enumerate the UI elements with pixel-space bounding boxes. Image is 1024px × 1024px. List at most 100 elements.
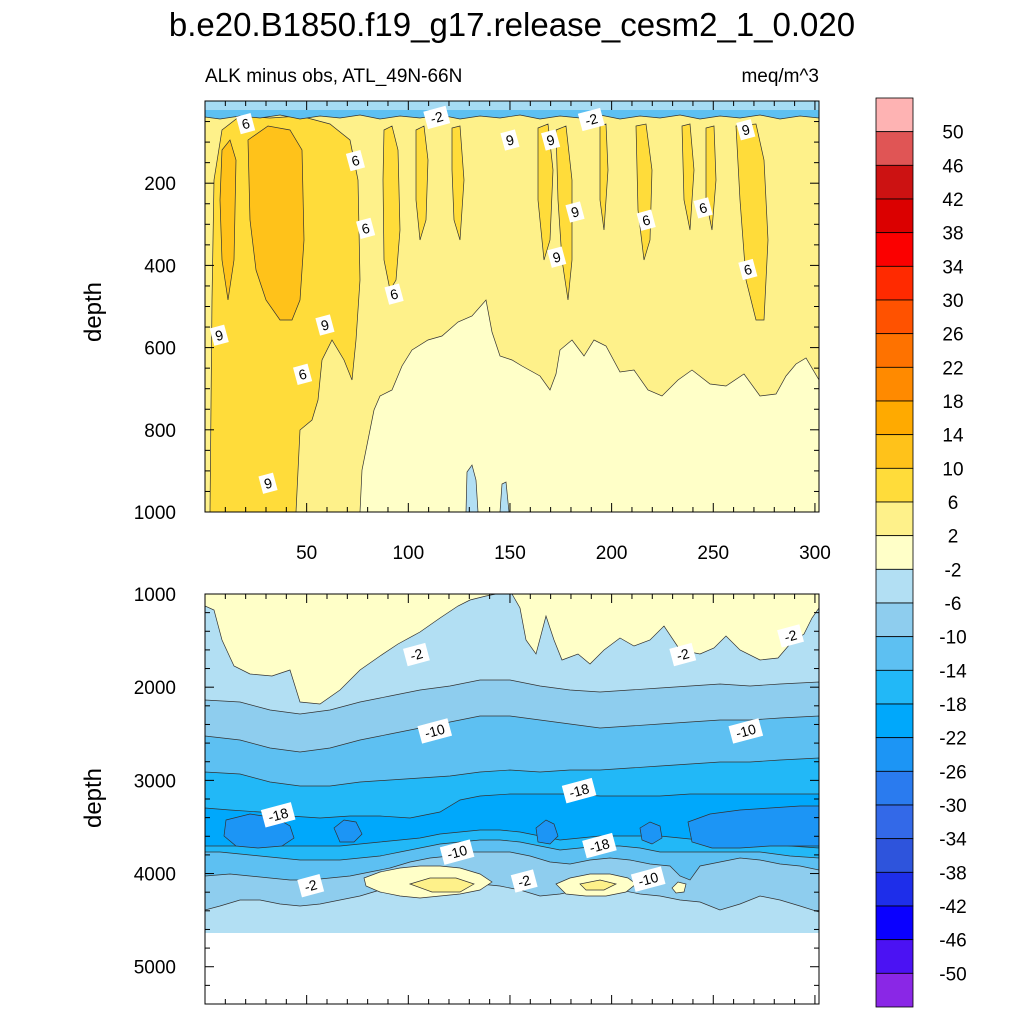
upper-fill-minus6-minus2-patch — [465, 464, 510, 512]
lower-contour-label-text: -18 — [266, 804, 290, 825]
lower-contour-label-text: -10 — [423, 721, 447, 742]
lower-y-tick-label: 4000 — [134, 865, 176, 886]
lower-contour-label-text: -2 — [782, 627, 798, 646]
colorbar-label: -46 — [939, 931, 966, 952]
upper-y-ticks: 200 400 600 800 1000 — [134, 121, 819, 524]
colorbar-label: -30 — [939, 796, 966, 817]
lower-contour-label-text: -2 — [303, 876, 319, 895]
lower-contour-label: -2 — [403, 642, 430, 667]
upper-contour-label-text: 9 — [262, 474, 274, 492]
upper-contour-label: 6 — [293, 363, 313, 385]
lower-contour-label-bg — [510, 869, 538, 893]
colorbar-swatch — [875, 97, 914, 133]
upper-x-tick-label: 300 — [799, 543, 831, 564]
upper-contour-label: 6 — [236, 112, 256, 135]
lower-contour-label-bg — [561, 777, 597, 804]
colorbar-swatch — [875, 400, 914, 436]
upper-contour-label-text: 6 — [697, 199, 709, 217]
colorbar-swatch — [875, 838, 914, 873]
lower-contour-label: -2 — [510, 869, 538, 893]
colorbar-label: -34 — [939, 830, 967, 851]
upper-contour-label-bg — [345, 149, 366, 172]
lower-y-tick-label: 2000 — [134, 678, 176, 699]
upper-contour-label: 6 — [345, 149, 366, 172]
upper-contour-label: 9 — [500, 129, 520, 151]
colorbar-swatch — [875, 972, 914, 1008]
colorbar-label: -10 — [939, 628, 966, 649]
colorbar-label: -26 — [939, 762, 966, 783]
upper-x-tick-label: 150 — [494, 543, 526, 564]
colorbar-swatch — [875, 669, 914, 705]
upper-contour-label-text: 6 — [360, 220, 372, 238]
lower-contour-label: -18 — [561, 777, 597, 804]
upper-contour-label: 9 — [547, 246, 567, 268]
colorbar-swatch — [875, 602, 914, 638]
colorbar-swatch — [875, 265, 914, 301]
upper-contour-label-text: 6 — [388, 285, 400, 303]
lower-fill-minus26-minus22-patches — [223, 805, 819, 849]
lower-contour-label-text: -10 — [636, 869, 660, 890]
upper-contour-label: -2 — [423, 105, 451, 130]
lower-contour-label: -2 — [297, 873, 325, 898]
lower-contour-label-text: -18 — [588, 835, 612, 856]
colorbar-label: 22 — [942, 358, 963, 379]
upper-contour-label: 6 — [384, 283, 404, 305]
colorbar-swatch — [875, 871, 914, 907]
upper-contour-labels: 6 -2 -2 6 9 9 9 6 9 6 6 9 6 6 9 9 6 9 — [209, 105, 758, 494]
lower-contour-field — [205, 594, 819, 1004]
colorbar-label: 26 — [942, 325, 963, 346]
upper-contour-label-bg — [209, 324, 229, 346]
colorbar-label: -6 — [945, 594, 962, 615]
colorbar-label: 6 — [948, 493, 959, 514]
lower-contour-label-text: -2 — [675, 645, 691, 664]
colorbar-swatch — [875, 737, 914, 772]
upper-contour-label: 6 — [636, 209, 656, 231]
colorbar-label: -42 — [939, 897, 966, 918]
colorbar-swatch — [875, 333, 914, 368]
lower-contour-label: -18 — [260, 802, 296, 828]
upper-contour-label-text: 9 — [213, 326, 225, 344]
upper-contour-label-text: 9 — [740, 121, 752, 139]
lower-contour-label: -10 — [630, 866, 666, 892]
colorbar-swatch — [875, 131, 914, 166]
colorbar-label: -18 — [939, 695, 966, 716]
upper-contour-label: 9 — [209, 324, 229, 346]
upper-panel: 50 100 150 200 250 300 200 400 600 800 1000 6 -2 -2… — [80, 100, 831, 564]
lower-contour-labels: -2 -2 -2 -10 -10 -18 -18 -18 -10 -2 -2 -10 — [260, 624, 804, 898]
colorbar-label: 46 — [942, 156, 963, 177]
upper-contour-label-bg — [236, 112, 256, 135]
colorbar-swatch — [875, 467, 914, 503]
upper-contour-label-text: -2 — [583, 110, 599, 129]
upper-contour-label-bg — [547, 246, 567, 268]
upper-contour-label-bg — [636, 209, 656, 231]
upper-contour-label-text: 9 — [569, 203, 581, 221]
upper-contour-label-bg — [738, 258, 758, 281]
upper-fill-surface-light — [205, 101, 819, 110]
lower-contour-label-bg — [728, 718, 764, 744]
upper-x-tick-label: 200 — [596, 543, 628, 564]
lower-contour-label-bg — [403, 642, 430, 667]
lower-contour-label: -10 — [439, 839, 475, 865]
lower-contour-label-bg — [630, 866, 666, 892]
colorbar-swatch — [875, 939, 914, 974]
colorbar-swatch — [875, 568, 914, 604]
colorbar-swatch — [875, 164, 914, 200]
upper-contour-label-bg — [384, 283, 404, 305]
lower-contour-label: -2 — [777, 624, 804, 648]
upper-contour-label-text: 6 — [240, 115, 252, 133]
upper-contour-label: 6 — [738, 258, 758, 281]
upper-contour-field — [205, 101, 819, 512]
upper-contour-label: -2 — [577, 107, 605, 132]
colorbar-label: 18 — [942, 392, 963, 413]
upper-contour-label-bg — [500, 129, 520, 151]
upper-contour-label-bg — [423, 105, 451, 130]
colorbar: 50 46 42 38 34 30 26 22 18 14 10 6 2 -2 -6 -10 -14 -18 -22… — [875, 97, 967, 1008]
upper-contour-label-bg — [736, 119, 756, 141]
upper-contour-label: 6 — [356, 217, 376, 240]
lower-x-ticks — [224, 594, 816, 1004]
upper-y-tick-label: 800 — [144, 421, 176, 442]
lower-contour-label-bg — [297, 873, 325, 898]
upper-contour-label-bg — [315, 314, 335, 336]
colorbar-swatch — [875, 299, 914, 335]
upper-x-tick-label: 100 — [392, 543, 424, 564]
